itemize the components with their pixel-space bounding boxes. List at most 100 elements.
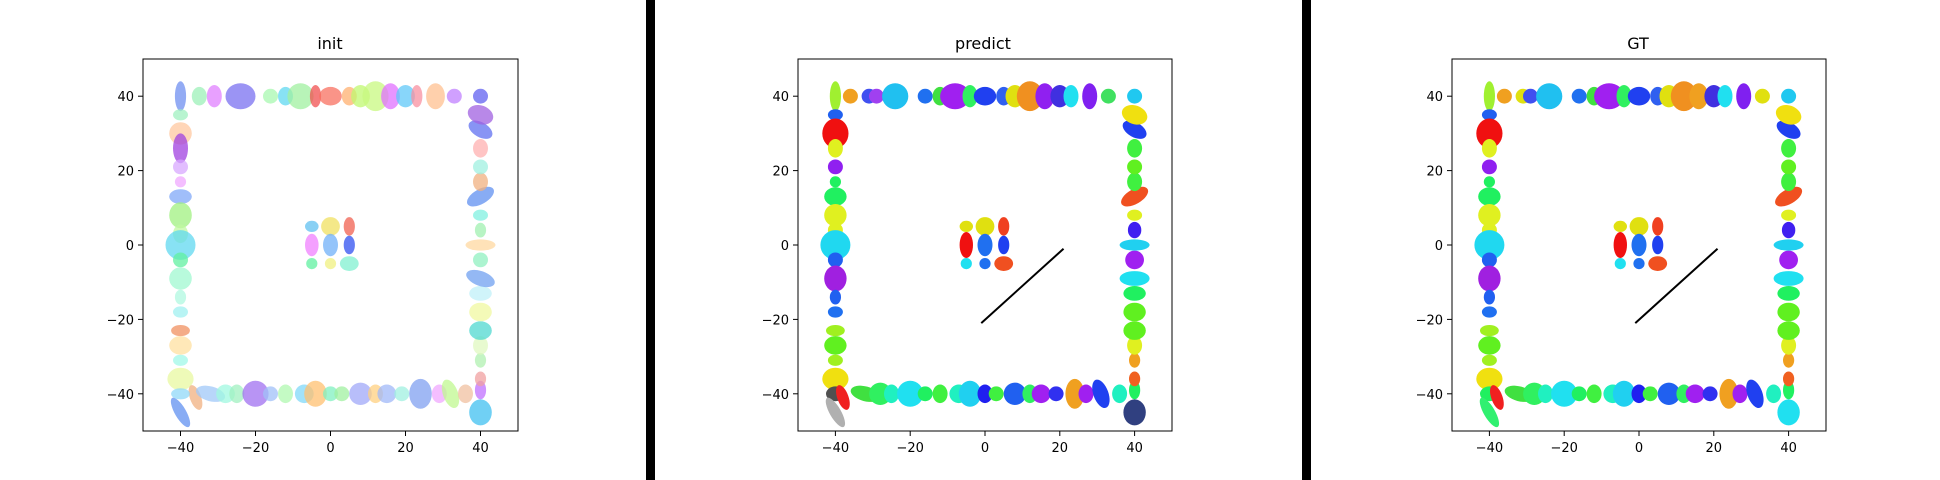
ellipse-mark — [1781, 139, 1797, 158]
ellipse-layer — [820, 81, 1150, 428]
ellipse-mark — [173, 133, 188, 164]
ellipse-mark — [1781, 159, 1797, 175]
ellipse-mark — [169, 267, 192, 290]
ellipse-mark — [1614, 258, 1626, 270]
ellipse-mark — [958, 380, 982, 407]
ellipse-mark — [1050, 85, 1070, 108]
ellipse-mark — [1777, 321, 1800, 340]
ellipse-mark — [824, 204, 847, 227]
ellipse-mark — [1631, 384, 1647, 404]
ellipse-mark — [842, 88, 858, 104]
ellipse-mark — [1476, 367, 1503, 391]
x-tick-label: 20 — [397, 441, 414, 456]
ellipse-mark — [827, 159, 843, 175]
panel-separator — [646, 0, 655, 480]
ellipse-mark — [173, 159, 188, 175]
ellipse-mark — [174, 289, 187, 305]
ellipse-mark — [1766, 384, 1782, 404]
x-tick-label: 0 — [1635, 441, 1643, 456]
ellipse-mark — [473, 336, 488, 355]
x-tick-label: 40 — [1126, 441, 1143, 456]
y-tick-label: 40 — [117, 90, 134, 105]
ellipse-mark — [1129, 352, 1141, 368]
ellipse-mark — [1652, 235, 1664, 255]
x-tick-label: −40 — [167, 441, 194, 456]
ellipse-mark — [998, 217, 1010, 236]
ellipse-mark — [988, 386, 1004, 402]
ellipse-mark — [1777, 286, 1800, 301]
axes: −40 −20 0 20 40 −40 −20 0 20 40 — [107, 58, 519, 456]
ellipse-mark — [1100, 88, 1116, 104]
panel-separator — [1302, 0, 1311, 480]
ellipse-mark — [321, 217, 340, 236]
panel-title: init — [317, 34, 342, 53]
ellipse-mark — [1648, 256, 1668, 271]
ellipse-mark — [170, 397, 191, 428]
ellipse-mark — [473, 172, 488, 192]
ellipse-mark — [827, 354, 843, 366]
ellipse-mark — [1483, 176, 1495, 188]
x-tick-label: 20 — [1052, 441, 1069, 456]
ellipse-mark — [473, 252, 488, 268]
ellipse-mark — [306, 258, 318, 270]
y-tick-label: −40 — [1416, 388, 1443, 403]
ellipse-mark — [473, 88, 488, 104]
ellipse-mark — [1016, 81, 1043, 112]
y-tick-label: 20 — [1426, 165, 1443, 180]
ellipse-mark — [426, 83, 445, 110]
ellipse-mark — [323, 386, 338, 402]
ellipse-mark — [171, 388, 190, 400]
ellipse-mark — [1063, 85, 1079, 108]
ellipse-mark — [1483, 289, 1495, 305]
ellipse-mark — [309, 85, 322, 108]
ellipse-mark — [173, 306, 188, 318]
ellipse-mark — [1613, 220, 1628, 232]
ellipse-mark — [1048, 386, 1064, 402]
ellipse-mark — [1657, 382, 1681, 405]
ellipse-mark — [362, 81, 389, 112]
ellipse-mark — [263, 88, 278, 104]
ellipse-mark — [820, 230, 851, 260]
ellipse-mark — [829, 81, 842, 112]
ellipse-mark — [1627, 86, 1651, 106]
ellipse-mark — [1478, 265, 1501, 292]
ellipse-mark — [1121, 186, 1149, 207]
ellipse-mark — [940, 83, 971, 110]
ellipse-mark — [998, 235, 1010, 255]
ellipse-mark — [1082, 83, 1098, 110]
ellipse-mark — [469, 399, 492, 426]
ellipse-mark — [465, 239, 496, 251]
ellipse-mark — [977, 384, 993, 404]
ellipse-mark — [396, 85, 415, 108]
ellipse-mark — [441, 379, 460, 409]
ellipse-mark — [1781, 336, 1797, 355]
ellipse-mark — [1496, 88, 1512, 104]
ellipse-layer — [1474, 81, 1804, 428]
ellipse-mark — [174, 81, 187, 112]
ellipse-mark — [1736, 83, 1752, 110]
ellipse-mark — [917, 88, 933, 104]
ellipse-mark — [869, 88, 884, 104]
ellipse-mark — [1481, 159, 1497, 175]
ellipse-mark — [1123, 302, 1146, 322]
ellipse-mark — [278, 384, 293, 404]
ellipse-mark — [1777, 302, 1800, 322]
ellipse-mark — [1078, 384, 1094, 404]
ellipse-mark — [1481, 109, 1497, 121]
ellipse-mark — [932, 384, 948, 404]
ellipse-mark — [165, 230, 196, 260]
ellipse-mark — [1732, 384, 1748, 404]
ellipse-mark — [825, 397, 846, 428]
ellipse-mark — [468, 120, 493, 139]
ellipse-mark — [1689, 83, 1709, 110]
ellipse-mark — [1125, 250, 1144, 270]
ellipse-mark — [1483, 81, 1495, 112]
ellipse-mark — [466, 269, 495, 288]
ellipse-layer — [165, 81, 496, 428]
ellipse-mark — [191, 86, 207, 106]
ellipse-mark — [824, 187, 847, 206]
ellipse-mark — [960, 258, 972, 270]
ellipse-mark — [188, 385, 203, 410]
ellipse-mark — [1481, 252, 1497, 268]
